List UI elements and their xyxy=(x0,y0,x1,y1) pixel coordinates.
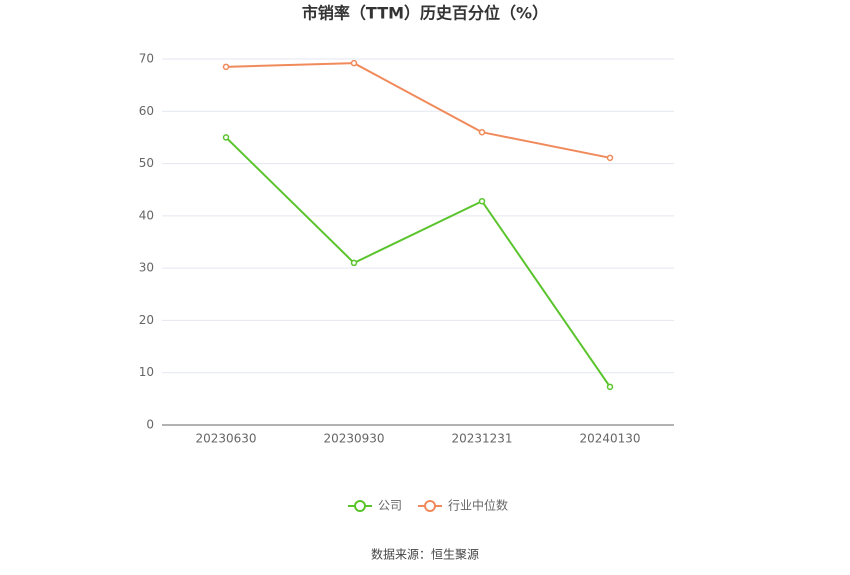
point xyxy=(606,383,614,391)
point xyxy=(606,154,614,162)
point xyxy=(350,59,358,67)
point xyxy=(478,197,486,205)
point xyxy=(350,259,358,267)
legend-marker xyxy=(424,500,437,512)
x-tick-label: 20240130 xyxy=(579,432,640,446)
point xyxy=(478,128,486,136)
y-tick-label: 60 xyxy=(139,104,154,118)
y-tick-label: 50 xyxy=(139,156,154,170)
x-tick-label: 20230930 xyxy=(323,432,384,446)
y-tick-label: 30 xyxy=(139,261,154,275)
legend-marker xyxy=(354,500,366,512)
series-line xyxy=(225,136,611,388)
source-note: 数据来源：恒生聚源 xyxy=(371,547,479,562)
chart-title: 市销率（TTM）历史百分位（%） xyxy=(302,4,548,23)
point xyxy=(222,63,230,71)
x-tick-label: 20230630 xyxy=(195,432,256,446)
y-tick-label: 20 xyxy=(139,313,154,327)
y-tick-label: 0 xyxy=(146,418,154,432)
x-tick-label: 20231231 xyxy=(451,432,512,446)
y-tick-label: 70 xyxy=(139,52,154,66)
point xyxy=(222,134,230,141)
y-tick-label: 40 xyxy=(139,208,154,222)
legend-label: 行业中位数 xyxy=(448,498,508,513)
legend-label: 公司 xyxy=(378,499,402,513)
series-line xyxy=(225,62,611,159)
y-tick-label: 10 xyxy=(139,365,154,379)
